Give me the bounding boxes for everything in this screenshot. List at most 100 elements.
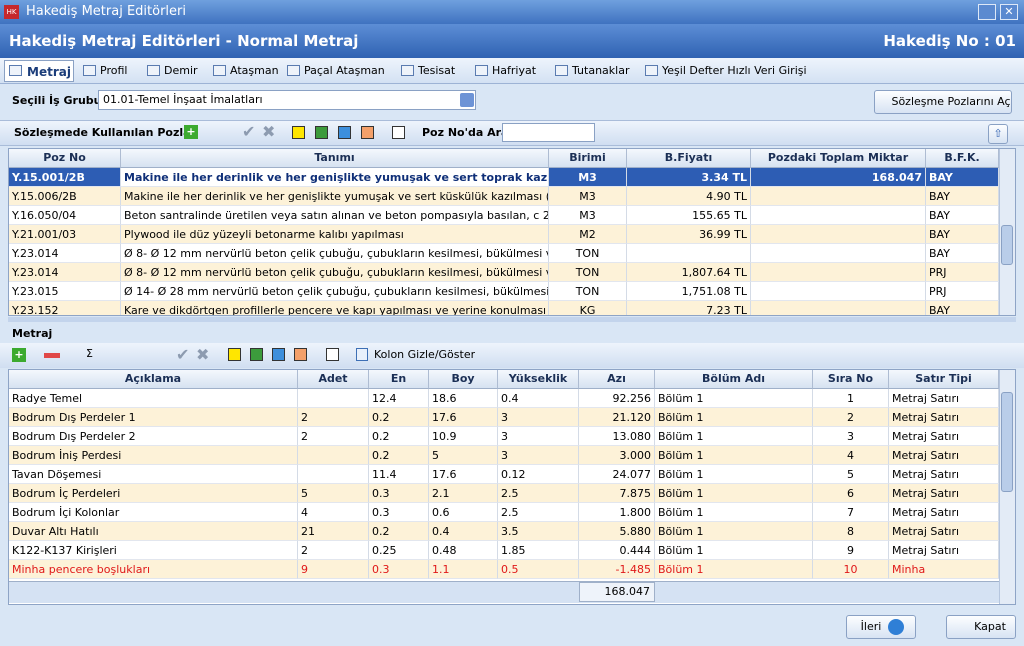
cancel-row-icon[interactable]: ✖: [196, 345, 209, 364]
table-cell[interactable]: Plywood ile düz yüzeyli betonarme kalıbı…: [121, 225, 549, 244]
group-select[interactable]: 01.01-Temel İnşaat İmalatları: [98, 90, 476, 110]
table-cell[interactable]: 13.080: [579, 427, 655, 446]
color-yellow[interactable]: [292, 126, 305, 139]
table-cell[interactable]: 92.256: [579, 389, 655, 408]
open-contract-button[interactable]: Sözleşme Pozlarını Aç: [874, 90, 1012, 114]
table-cell[interactable]: 8: [813, 522, 889, 541]
table-cell[interactable]: 12.4: [369, 389, 429, 408]
table-cell[interactable]: 3: [813, 427, 889, 446]
table-cell[interactable]: Y.15.006/2B: [9, 187, 121, 206]
table-cell[interactable]: TON: [549, 244, 627, 263]
table-cell[interactable]: Metraj Satırı: [889, 522, 999, 541]
table-cell[interactable]: TON: [549, 263, 627, 282]
table-cell[interactable]: 11.4: [369, 465, 429, 484]
table-cell[interactable]: 10: [813, 560, 889, 579]
color-green[interactable]: [315, 126, 328, 139]
collapse-button[interactable]: ⇧: [988, 124, 1008, 144]
table-cell[interactable]: Bölüm 1: [655, 427, 813, 446]
table-cell[interactable]: 0.12: [498, 465, 579, 484]
tab[interactable]: Yeşil Defter Hızlı Veri Girişi: [640, 60, 820, 82]
table-cell[interactable]: Bölüm 1: [655, 541, 813, 560]
table-cell[interactable]: 10.9: [429, 427, 498, 446]
sum-icon[interactable]: Σ: [86, 347, 93, 360]
table-cell[interactable]: Bölüm 1: [655, 503, 813, 522]
table-cell[interactable]: 0.4: [498, 389, 579, 408]
table-cell[interactable]: 3.000: [579, 446, 655, 465]
table-cell[interactable]: 9: [298, 560, 369, 579]
table-cell[interactable]: 24.077: [579, 465, 655, 484]
table-cell[interactable]: 3: [498, 408, 579, 427]
table-cell[interactable]: Tavan Döşemesi: [9, 465, 298, 484]
table-cell[interactable]: 3.34 TL: [627, 168, 751, 187]
table-cell[interactable]: 0.2: [369, 427, 429, 446]
table-cell[interactable]: 18.6: [429, 389, 498, 408]
table-cell[interactable]: Y.21.001/03: [9, 225, 121, 244]
table-cell[interactable]: KG: [549, 301, 627, 316]
add-icon[interactable]: +: [184, 125, 198, 139]
table-cell[interactable]: Y.15.001/2B: [9, 168, 121, 187]
table-cell[interactable]: Y.23.152: [9, 301, 121, 316]
confirm-icon[interactable]: ✔: [242, 122, 255, 141]
table-cell[interactable]: Minha pencere boşlukları: [9, 560, 298, 579]
table-cell[interactable]: 0.4: [429, 522, 498, 541]
color-white[interactable]: [392, 126, 405, 139]
table-cell[interactable]: PRJ: [926, 282, 999, 301]
table-cell[interactable]: 5: [298, 484, 369, 503]
table-cell[interactable]: 1: [813, 389, 889, 408]
table-cell[interactable]: 168.047: [751, 168, 926, 187]
table-cell[interactable]: 21: [298, 522, 369, 541]
table-cell[interactable]: [298, 465, 369, 484]
table-cell[interactable]: BAY: [926, 301, 999, 316]
table-cell[interactable]: Bodrum Dış Perdeler 1: [9, 408, 298, 427]
table-cell[interactable]: BAY: [926, 244, 999, 263]
table-cell[interactable]: [627, 244, 751, 263]
table-cell[interactable]: Kare ve dikdörtgen profillerle pencere v…: [121, 301, 549, 316]
table-cell[interactable]: Metraj Satırı: [889, 446, 999, 465]
table-cell[interactable]: Metraj Satırı: [889, 503, 999, 522]
table-cell[interactable]: M3: [549, 168, 627, 187]
table-cell[interactable]: 2: [298, 408, 369, 427]
table-cell[interactable]: Y.23.014: [9, 244, 121, 263]
table-cell[interactable]: Bölüm 1: [655, 446, 813, 465]
maximize-button[interactable]: [978, 4, 996, 20]
table-cell[interactable]: 1.1: [429, 560, 498, 579]
table-cell[interactable]: 21.120: [579, 408, 655, 427]
table-cell[interactable]: 1.800: [579, 503, 655, 522]
table-cell[interactable]: [298, 389, 369, 408]
table-cell[interactable]: Bölüm 1: [655, 560, 813, 579]
table-cell[interactable]: Metraj Satırı: [889, 408, 999, 427]
table-cell[interactable]: Y.16.050/04: [9, 206, 121, 225]
table-cell[interactable]: 17.6: [429, 465, 498, 484]
table-cell[interactable]: [751, 282, 926, 301]
splitter[interactable]: [8, 317, 1016, 322]
scroll-thumb[interactable]: [1001, 392, 1013, 492]
close-app-button[interactable]: Kapat: [946, 615, 1016, 639]
table-cell[interactable]: [298, 446, 369, 465]
table-cell[interactable]: Bodrum Dış Perdeler 2: [9, 427, 298, 446]
table-cell[interactable]: Metraj Satırı: [889, 389, 999, 408]
cancel-icon[interactable]: ✖: [262, 122, 275, 141]
table-cell[interactable]: 0.2: [369, 446, 429, 465]
table-cell[interactable]: Beton santralinde üretilen veya satın al…: [121, 206, 549, 225]
color-blue[interactable]: [338, 126, 351, 139]
table-cell[interactable]: [751, 206, 926, 225]
table-cell[interactable]: Metraj Satırı: [889, 484, 999, 503]
table-cell[interactable]: -1.485: [579, 560, 655, 579]
close-button[interactable]: ✕: [1000, 4, 1018, 20]
table-cell[interactable]: Bodrum İçi Kolonlar: [9, 503, 298, 522]
table-cell[interactable]: 1.85: [498, 541, 579, 560]
table-cell[interactable]: [751, 301, 926, 316]
row-color-yellow[interactable]: [228, 348, 241, 361]
table-cell[interactable]: 4: [298, 503, 369, 522]
table-cell[interactable]: Makine ile her derinlik ve her genişlikt…: [121, 187, 549, 206]
table-cell[interactable]: 5: [429, 446, 498, 465]
table-cell[interactable]: K122-K137 Kirişleri: [9, 541, 298, 560]
table-cell[interactable]: 7.23 TL: [627, 301, 751, 316]
column-toggle-button[interactable]: Kolon Gizle/Göster: [374, 348, 475, 361]
row-color-green[interactable]: [250, 348, 263, 361]
table-cell[interactable]: Bodrum İniş Perdesi: [9, 446, 298, 465]
table-cell[interactable]: 4.90 TL: [627, 187, 751, 206]
confirm-row-icon[interactable]: ✔: [176, 345, 189, 364]
row-color-white[interactable]: [326, 348, 339, 361]
table-cell[interactable]: 4: [813, 446, 889, 465]
